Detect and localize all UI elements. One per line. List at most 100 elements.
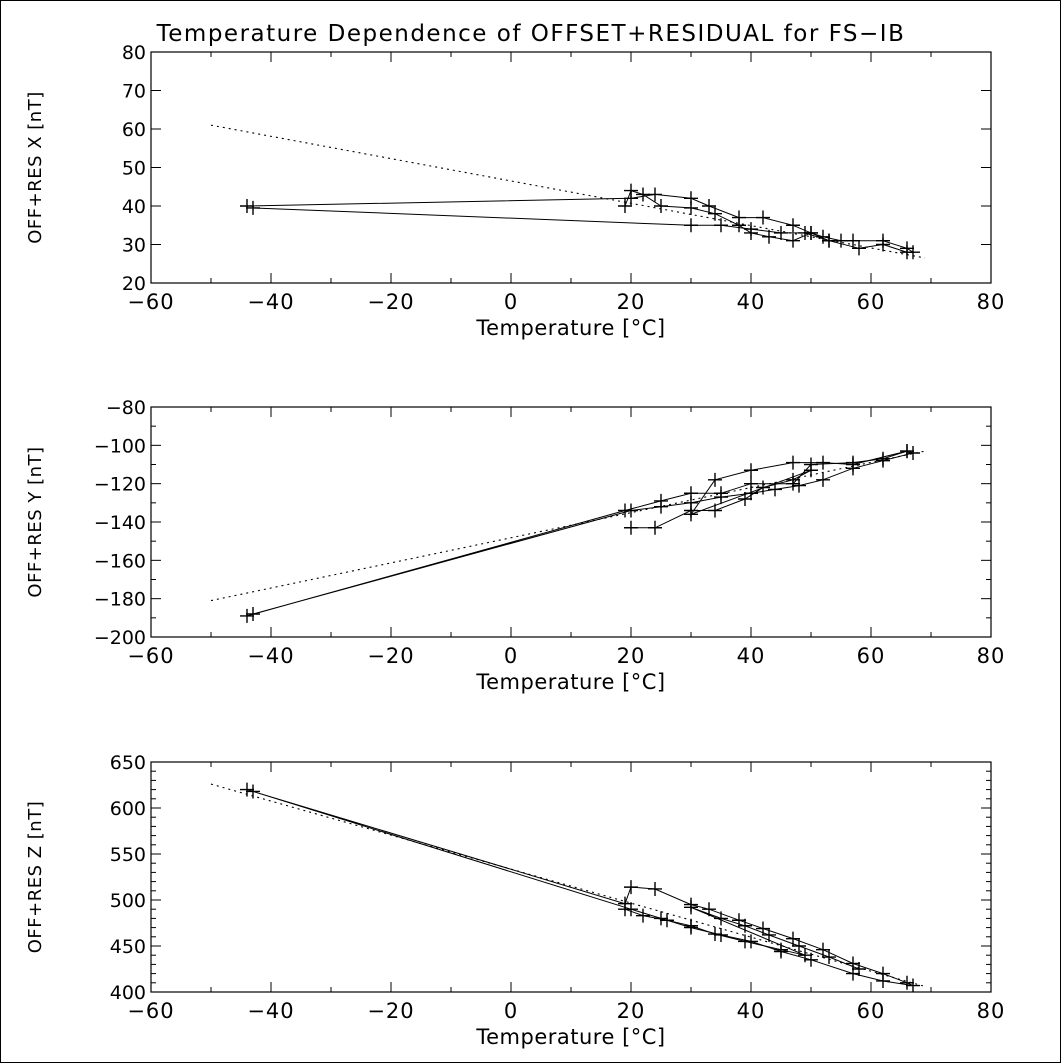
- data-point-marker: [738, 934, 752, 949]
- data-point-marker: [786, 233, 800, 248]
- data-point-marker: [636, 187, 650, 202]
- y-tick-label: 80: [122, 42, 146, 64]
- measurement-line-1: [246, 450, 915, 617]
- x-axis-title: Temperature [°C]: [475, 670, 665, 694]
- data-point-marker: [774, 942, 788, 957]
- y-tick-label: −200: [94, 627, 146, 649]
- data-point-marker: [816, 455, 830, 470]
- data-point-marker: [648, 520, 662, 535]
- y-tick-label: 40: [122, 196, 146, 218]
- data-point-marker: [660, 913, 674, 928]
- data-point-marker: [900, 444, 914, 459]
- y-tick-label: 50: [122, 158, 146, 180]
- panel-3: −60 −40 −20 0 20 40 60 80 400 450 500 550 600 650 Temp…: [25, 752, 1006, 1049]
- data-point-marker: [648, 881, 662, 896]
- data-point-marker: [714, 490, 728, 505]
- y-tick-label: 20: [122, 273, 146, 295]
- x-axis-title: Temperature [°C]: [475, 316, 665, 340]
- data-point-marker: [900, 245, 914, 260]
- data-point-marker: [708, 206, 722, 221]
- x-tick-label: 20: [617, 644, 646, 668]
- data-point-marker: [804, 225, 818, 240]
- data-point-marker: [684, 507, 698, 522]
- figure-title: Temperature Dependence of OFFSET+RESIDUA…: [156, 21, 906, 47]
- data-point-marker: [822, 233, 836, 248]
- x-tick-label: 60: [857, 290, 886, 314]
- data-point-marker: [804, 463, 818, 478]
- data-point-marker: [618, 902, 632, 917]
- data-point-marker: [792, 478, 806, 493]
- data-point-marker: [846, 457, 860, 472]
- data-point-marker: [738, 918, 752, 933]
- x-tick-label: −20: [367, 999, 414, 1023]
- data-point-marker: [624, 183, 638, 198]
- data-point-marker: [648, 187, 662, 202]
- data-point-marker: [708, 472, 722, 487]
- x-tick-label: 20: [617, 999, 646, 1023]
- data-point-marker: [786, 455, 800, 470]
- data-point-marker: [900, 975, 914, 990]
- data-point-marker: [738, 492, 752, 506]
- x-tick-label: −40: [247, 999, 294, 1023]
- x-tick-label: 0: [504, 999, 518, 1023]
- x-tick-label: 0: [504, 644, 518, 668]
- data-point-marker: [240, 608, 254, 623]
- plot-frame: [150, 406, 992, 638]
- x-tick-label: 20: [617, 290, 646, 314]
- data-point-marker: [756, 921, 770, 936]
- data-point-marker: [684, 218, 698, 233]
- data-point-marker: [756, 480, 770, 495]
- data-point-marker: [906, 446, 920, 460]
- panel-2: −60 −40 −20 0 20 40 60 80−200−180−160−140−120−1…: [25, 397, 1006, 694]
- y-tick-label: −80: [106, 397, 146, 419]
- y-axis-title: OFF+RES Z [nT]: [25, 801, 46, 954]
- y-tick-label: 500: [110, 890, 146, 912]
- y-tick-label: 30: [122, 235, 146, 257]
- data-point-marker: [876, 453, 890, 468]
- data-point-marker: [798, 948, 812, 963]
- data-point-marker: [246, 607, 260, 621]
- x-tick-label: −20: [367, 290, 414, 314]
- y-tick-label: −160: [94, 550, 146, 572]
- data-point-marker: [636, 908, 650, 923]
- y-tick-label: 450: [110, 936, 146, 958]
- data-point-marker: [816, 472, 830, 487]
- y-tick-label: −140: [94, 512, 146, 534]
- data-point-marker: [240, 199, 254, 213]
- x-tick-label: −40: [247, 290, 294, 314]
- data-point-marker: [792, 939, 806, 953]
- fit-line: [210, 783, 926, 988]
- data-point-marker: [654, 499, 668, 514]
- data-point-marker: [834, 233, 848, 248]
- y-axis-title: OFF+RES X [nT]: [25, 91, 46, 244]
- x-tick-label: 40: [737, 999, 766, 1023]
- y-axis-title: OFF+RES Y [nT]: [25, 446, 46, 597]
- data-point-marker: [744, 463, 758, 478]
- data-point-marker: [876, 237, 890, 252]
- data-point-marker: [714, 927, 728, 942]
- data-point-marker: [246, 784, 260, 799]
- fit-line: [210, 450, 926, 602]
- x-tick-label: 80: [977, 290, 1006, 314]
- y-tick-label: −100: [94, 435, 146, 457]
- measurement-line-2: [624, 906, 860, 970]
- y-tick-label: −120: [94, 474, 146, 496]
- data-point-marker: [240, 782, 254, 797]
- data-point-marker: [714, 911, 728, 926]
- data-point-marker: [732, 218, 746, 233]
- data-point-marker: [762, 927, 776, 942]
- x-tick-label: 60: [857, 999, 886, 1023]
- x-tick-label: 80: [977, 644, 1006, 668]
- data-point-marker: [654, 199, 668, 213]
- data-point-marker: [852, 241, 866, 256]
- data-point-marker: [708, 503, 722, 518]
- x-tick-label: 60: [857, 644, 886, 668]
- y-tick-label: 60: [122, 119, 146, 141]
- data-point-marker: [618, 199, 632, 213]
- panel-1: −60 −40 −20 0 20 40 60 80 20 30 40 50 60 70 80 Temperat…: [25, 42, 1006, 340]
- data-point-marker: [708, 927, 722, 942]
- x-tick-label: −60: [127, 999, 174, 1023]
- x-tick-label: 80: [977, 999, 1006, 1023]
- data-point-marker: [786, 218, 800, 233]
